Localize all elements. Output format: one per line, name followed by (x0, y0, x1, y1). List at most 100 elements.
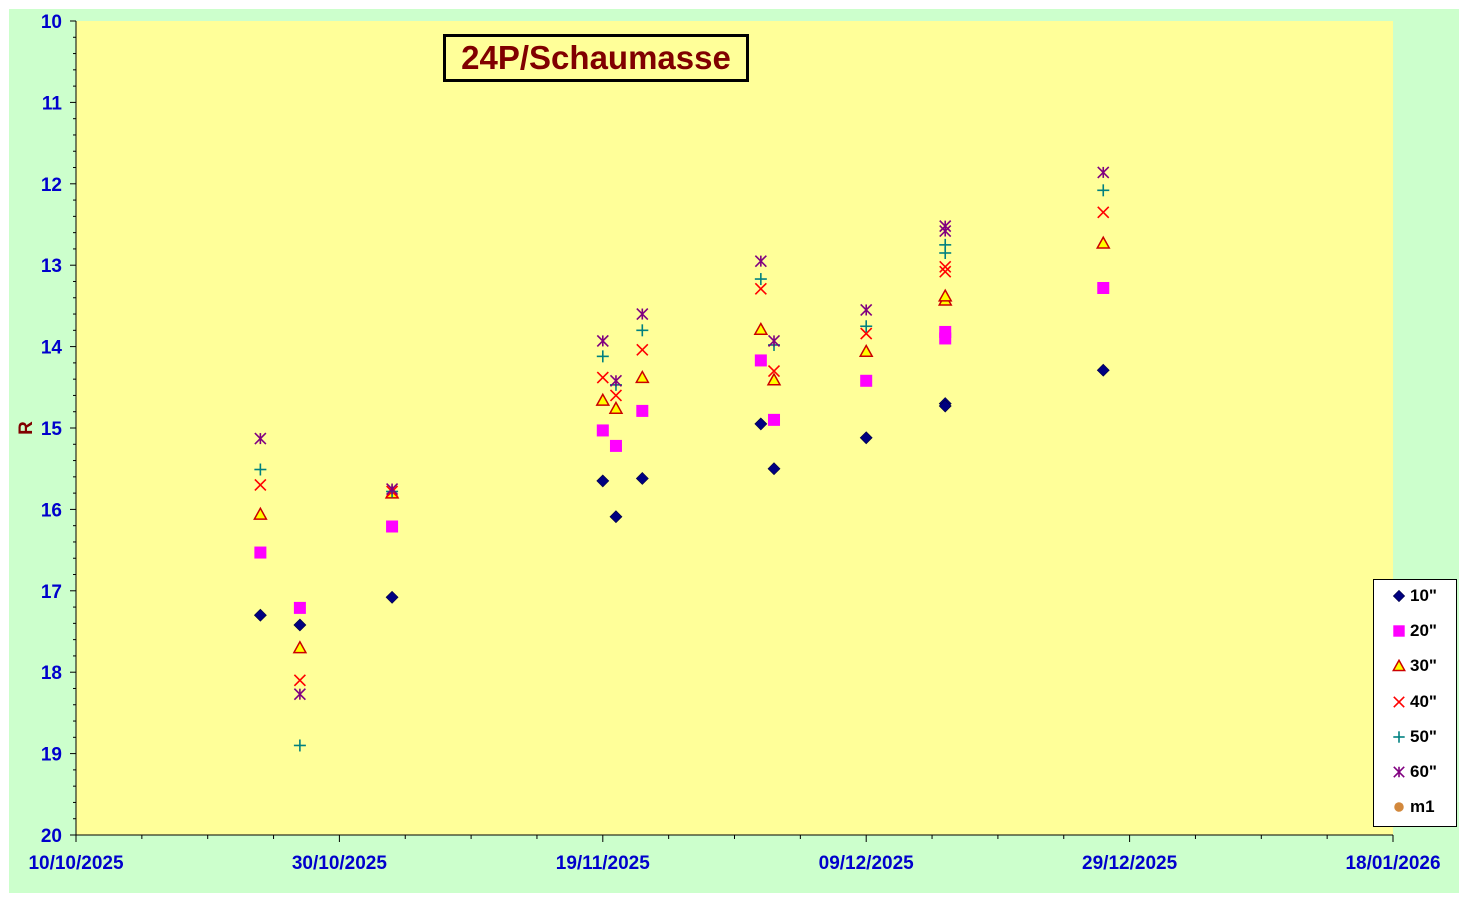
data-point (254, 432, 267, 445)
legend-item: m1 (1374, 795, 1458, 819)
data-point (595, 392, 611, 406)
data-point (767, 364, 781, 378)
data-point (596, 371, 609, 384)
y-tick-label: 19 (41, 745, 62, 766)
data-point (254, 463, 267, 476)
data-point (385, 590, 399, 604)
data-point (754, 354, 767, 367)
x-tick-label: 18/01/2026 (1345, 853, 1440, 874)
axes: 10 11 12 13 14 15 16 17 18 19 20 10/10/2025 30/10/20… (16, 12, 1441, 874)
data-point (939, 260, 952, 273)
data-point (635, 472, 649, 485)
data-point (636, 343, 649, 356)
data-point (596, 474, 610, 488)
data-point (754, 273, 767, 286)
data-point (609, 439, 622, 452)
legend-item: 10" (1374, 584, 1458, 608)
data-point (860, 327, 873, 340)
data-point (254, 478, 267, 492)
y-tick-label: 20 (41, 826, 62, 847)
chart-title: 24P/Schaumasse (443, 34, 749, 82)
data-point (767, 334, 781, 347)
legend-marker (1392, 589, 1406, 603)
y-tick-label: 18 (41, 663, 62, 684)
data-point (754, 282, 767, 295)
data-point (596, 424, 609, 437)
legend-item: 60" (1374, 760, 1458, 784)
legend-label: 60" (1410, 762, 1437, 781)
x-tick-label: 29/12/2025 (1082, 853, 1178, 874)
legend-label: 50" (1410, 726, 1437, 746)
data-point (608, 400, 624, 415)
data-point (1097, 206, 1110, 219)
data-point (766, 372, 782, 386)
data-point (860, 303, 873, 317)
legend-marker (1392, 659, 1406, 672)
data-point (609, 374, 623, 387)
data-point (293, 739, 306, 752)
legend-label: 20" (1410, 621, 1437, 641)
data-point (1097, 281, 1110, 294)
y-tick-label: 16 (41, 500, 62, 521)
y-axis-label: R (16, 421, 37, 435)
x-tick-label: 10/10/2025 (28, 853, 124, 874)
data-point (858, 343, 874, 358)
y-tick-label: 17 (41, 582, 62, 603)
chart-area: 10 11 12 13 14 15 16 17 18 19 20 10/10/2025 30/10/20… (9, 9, 1459, 893)
data-point (859, 431, 873, 445)
data-point (293, 688, 306, 701)
legend-marker (1393, 766, 1405, 778)
data-point (753, 321, 769, 336)
y-tick-label: 12 (41, 175, 62, 196)
data-point (609, 510, 623, 524)
data-point (860, 320, 873, 333)
series-6 (254, 166, 1110, 701)
data-point (767, 462, 781, 476)
data-point (939, 220, 952, 233)
legend-label: 40" (1410, 691, 1437, 711)
data-point (293, 674, 306, 687)
y-tick-label: 11 (42, 93, 63, 114)
data-point (1095, 235, 1111, 249)
data-point (939, 265, 952, 278)
data-point (386, 482, 399, 496)
legend-label: 10" (1410, 586, 1437, 605)
legend-label: 30" (1410, 656, 1437, 676)
data-point (609, 389, 623, 402)
legend: 10" 20" 30" 40" 50" 60" m1 (1373, 579, 1457, 827)
x-tick-label: 09/12/2025 (819, 853, 915, 874)
data-point (754, 417, 768, 431)
data-point (768, 413, 781, 426)
legend-item: 50" (1374, 725, 1458, 749)
data-point (636, 307, 649, 321)
data-point (635, 369, 650, 384)
y-tick-label: 14 (41, 338, 63, 359)
legend-marker (1394, 802, 1404, 812)
legend-marker (1393, 625, 1405, 637)
data-point (254, 546, 267, 559)
series-2 (254, 281, 1110, 614)
data-point (293, 601, 306, 614)
data-point (253, 608, 267, 622)
data-point (860, 374, 873, 387)
legend-marker (1393, 731, 1405, 743)
data-point (937, 288, 953, 302)
data-marks (253, 166, 1111, 752)
legend-item: 30" (1374, 654, 1458, 678)
data-point (636, 404, 649, 417)
data-point (292, 640, 308, 654)
data-point (596, 334, 609, 347)
y-tick-label: 13 (41, 256, 62, 277)
data-point (636, 324, 649, 337)
plot-area (76, 21, 1393, 835)
data-point (1096, 363, 1110, 377)
data-point (386, 520, 399, 533)
data-point (253, 506, 268, 520)
legend-marker (1393, 695, 1405, 708)
x-tick-label: 30/10/2025 (292, 853, 388, 874)
legend-label: m1 (1410, 797, 1435, 817)
y-tick-label: 15 (41, 419, 63, 440)
legend-item: 40" (1374, 690, 1458, 714)
data-point (938, 399, 952, 413)
scatter-chart: 10 11 12 13 14 15 16 17 18 19 20 10/10/2025 30/10/20… (16, 12, 1441, 874)
